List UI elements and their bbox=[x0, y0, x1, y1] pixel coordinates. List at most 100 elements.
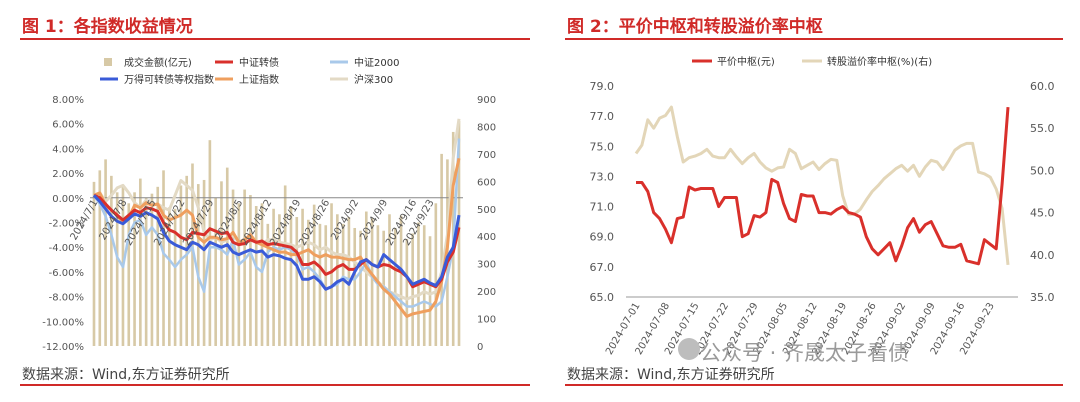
x-tick-label: 2024/9/9 bbox=[358, 198, 390, 242]
y-right-tick-label: 50.0 bbox=[1030, 164, 1055, 177]
series-4e075f9753ef8f6c-line bbox=[92, 194, 461, 291]
volume-bar bbox=[260, 203, 264, 346]
y-right-tick-label: 40.0 bbox=[1030, 249, 1055, 262]
y-left-tick-label: 73.0 bbox=[590, 170, 615, 183]
volume-bar bbox=[434, 203, 438, 346]
volume-bar bbox=[295, 217, 299, 346]
chart2-bottom-rule bbox=[565, 384, 1063, 386]
volume-bar bbox=[341, 223, 345, 346]
y-right-tick-label: 200 bbox=[477, 287, 496, 298]
chart1-bottom-rule bbox=[20, 384, 530, 386]
y-left-tick-label: 69.0 bbox=[590, 231, 615, 244]
chart1-source: 数据来源：Wind,东方证券研究所 bbox=[22, 367, 230, 383]
y-left-tick-label: -6.00% bbox=[49, 268, 84, 279]
x-tick-label: 2024/9/2 bbox=[329, 198, 361, 242]
volume-bar bbox=[318, 223, 322, 346]
y-right-tick-label: 600 bbox=[477, 177, 496, 188]
y-right-tick-label: 400 bbox=[477, 232, 496, 243]
volume-bar bbox=[104, 159, 107, 346]
volume-bar bbox=[307, 219, 310, 346]
chart1: 成交金额(亿元) 中证转债 中证2000 万得可转债等权指数 上证指数 沪深300 8.00… bbox=[42, 56, 496, 353]
volume-bar bbox=[411, 233, 414, 346]
y-left-tick-label: -8.00% bbox=[49, 293, 84, 304]
y-left-tick-label: 79.0 bbox=[590, 80, 615, 93]
volume-bar bbox=[162, 170, 165, 346]
y-right-tick-label: 700 bbox=[477, 150, 496, 161]
legend-label: 转股溢价率中枢(%)(右) bbox=[827, 55, 932, 68]
legend-label: 万得可转债等权指数 bbox=[124, 73, 214, 86]
volume-bar bbox=[399, 215, 403, 346]
series-4e2d8bc18f6c503a-line bbox=[93, 193, 461, 289]
volume-bar bbox=[254, 206, 258, 346]
y-right-tick-label: 900 bbox=[477, 95, 496, 106]
volume-bar bbox=[283, 185, 287, 346]
volume-bar bbox=[168, 207, 171, 346]
volume-bar bbox=[185, 175, 189, 346]
volume-bar bbox=[266, 223, 270, 346]
volume-bar bbox=[388, 214, 391, 346]
volume-bar bbox=[405, 238, 409, 346]
volume-bar bbox=[249, 195, 252, 346]
volume-bar bbox=[353, 227, 357, 346]
y-left-tick-label: -10.00% bbox=[42, 317, 84, 328]
series-8f6c80a16ea24ef7-line bbox=[634, 105, 1010, 266]
legend-label: 平价中枢(元) bbox=[717, 55, 775, 68]
volume-bar bbox=[440, 153, 443, 346]
y-right-tick-label: 800 bbox=[477, 122, 496, 133]
legend-label: 沪深300 bbox=[354, 73, 393, 86]
volume-bar bbox=[393, 227, 397, 346]
volume-bar bbox=[243, 189, 246, 346]
series-5e734ef74e2d67a2-line bbox=[636, 106, 1010, 266]
y-left-tick-label: 67.0 bbox=[590, 261, 615, 274]
legend-label: 上证指数 bbox=[239, 73, 279, 86]
volume-bar bbox=[359, 230, 362, 346]
volume-bar bbox=[225, 167, 229, 346]
volume-bar bbox=[127, 203, 131, 346]
volume-bar bbox=[92, 181, 96, 346]
watermark: 公众号 · 齐晟太子看债 bbox=[700, 341, 910, 365]
volume-bar bbox=[336, 214, 339, 346]
volume-bar bbox=[98, 170, 102, 346]
legend-label: 中证2000 bbox=[354, 56, 399, 69]
y-right-tick-label: 35.0 bbox=[1030, 291, 1055, 304]
volume-bar bbox=[150, 193, 154, 346]
volume-bar bbox=[272, 208, 275, 346]
volume-bar bbox=[179, 185, 183, 346]
volume-bar bbox=[139, 178, 142, 346]
legend-swatch bbox=[104, 58, 112, 66]
chart2-top-rule bbox=[565, 38, 1063, 40]
volume-bar bbox=[231, 189, 235, 346]
y-left-tick-label: 4.00% bbox=[52, 144, 84, 155]
y-left-tick-label: 6.00% bbox=[52, 120, 84, 131]
volume-bar bbox=[191, 163, 194, 346]
wechat-icon bbox=[678, 338, 700, 360]
y-right-tick-label: 45.0 bbox=[1030, 207, 1055, 220]
y-left-tick-label: 71.0 bbox=[590, 201, 615, 214]
y-left-tick-label: 75.0 bbox=[590, 140, 615, 153]
volume-bar bbox=[110, 175, 113, 346]
y-right-tick-label: 300 bbox=[477, 260, 496, 271]
y-right-tick-label: 0 bbox=[477, 342, 483, 353]
y-left-tick-label: 0.00% bbox=[52, 194, 84, 205]
legend-label: 成交金额(亿元) bbox=[124, 56, 192, 69]
chart2-source: 数据来源：Wind,东方证券研究所 bbox=[567, 367, 775, 383]
volume-bar bbox=[289, 206, 293, 346]
chart2-title: 图 2：平价中枢和转股溢价率中枢 bbox=[567, 17, 823, 37]
volume-bar bbox=[202, 179, 206, 346]
y-left-tick-label: 8.00% bbox=[52, 95, 84, 106]
volume-bar bbox=[196, 184, 200, 346]
y-left-tick-label: -4.00% bbox=[49, 243, 84, 254]
volume-bar bbox=[278, 214, 281, 346]
y-right-tick-label: 100 bbox=[477, 315, 496, 326]
volume-bar bbox=[370, 218, 374, 346]
volume-bar bbox=[330, 203, 333, 346]
y-left-tick-label: 77.0 bbox=[590, 110, 615, 123]
chart1-top-rule bbox=[20, 38, 530, 40]
volume-bar bbox=[364, 211, 368, 346]
y-right-tick-label: 60.0 bbox=[1030, 80, 1055, 93]
volume-bar bbox=[214, 197, 217, 346]
volume-bar bbox=[428, 236, 432, 346]
volume-bar bbox=[324, 225, 328, 346]
volume-bar bbox=[220, 181, 223, 346]
series-4e0a8bc163076570-line bbox=[93, 157, 461, 318]
